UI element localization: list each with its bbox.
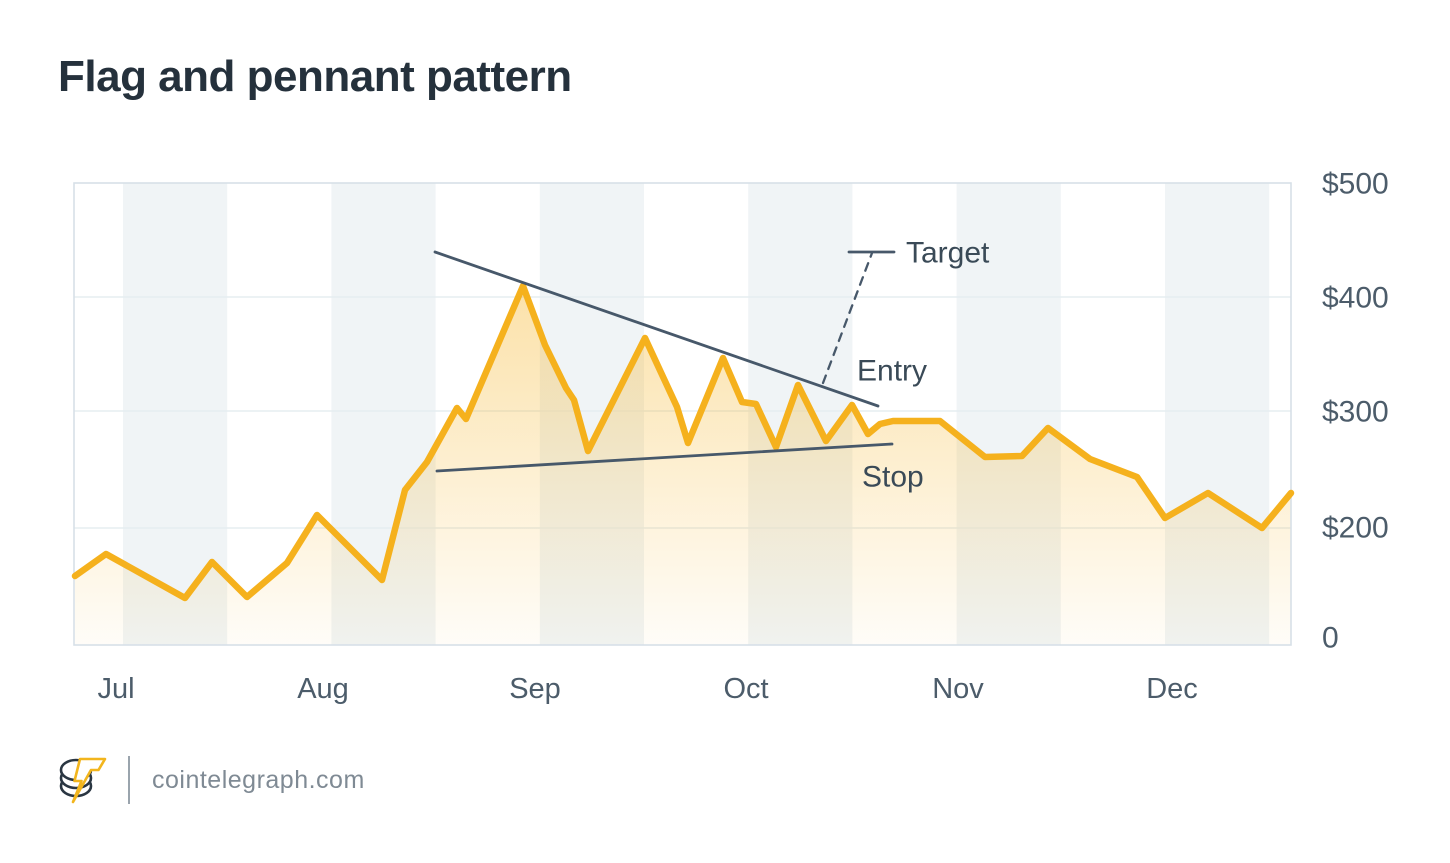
price-area: [75, 286, 1291, 645]
y-axis-tick-label: 0: [1322, 622, 1339, 655]
cointelegraph-logo-icon: [59, 757, 107, 804]
x-axis-month-label: Aug: [297, 673, 349, 705]
x-axis-month-label: Sep: [509, 673, 561, 705]
lightning-bolt-icon: [71, 757, 107, 804]
logo-divider: [128, 756, 130, 804]
y-axis-tick-label: $300: [1322, 396, 1389, 429]
plot-border: [73, 182, 1292, 646]
y-axis-tick-label: $400: [1322, 282, 1389, 315]
x-axis-month-label: Nov: [932, 673, 984, 705]
footer: cointelegraph.com: [54, 752, 365, 808]
label-entry: Entry: [857, 355, 927, 388]
x-axis-month-label: Jul: [97, 673, 134, 705]
label-stop: Stop: [862, 461, 924, 494]
y-axis-tick-label: $500: [1322, 168, 1389, 201]
x-axis-month-label: Dec: [1146, 673, 1198, 705]
y-axis-tick-label: $200: [1322, 512, 1389, 545]
chart-title: Flag and pennant pattern: [58, 52, 572, 101]
support-trendline: [435, 442, 894, 473]
resistance-trendline: [433, 250, 880, 408]
label-target: Target: [906, 237, 990, 270]
price-line: [71, 282, 1295, 602]
projection-dashed-line: [821, 251, 874, 385]
x-axis-month-label: Oct: [723, 673, 768, 705]
footer-site-text: cointelegraph.com: [152, 765, 365, 794]
